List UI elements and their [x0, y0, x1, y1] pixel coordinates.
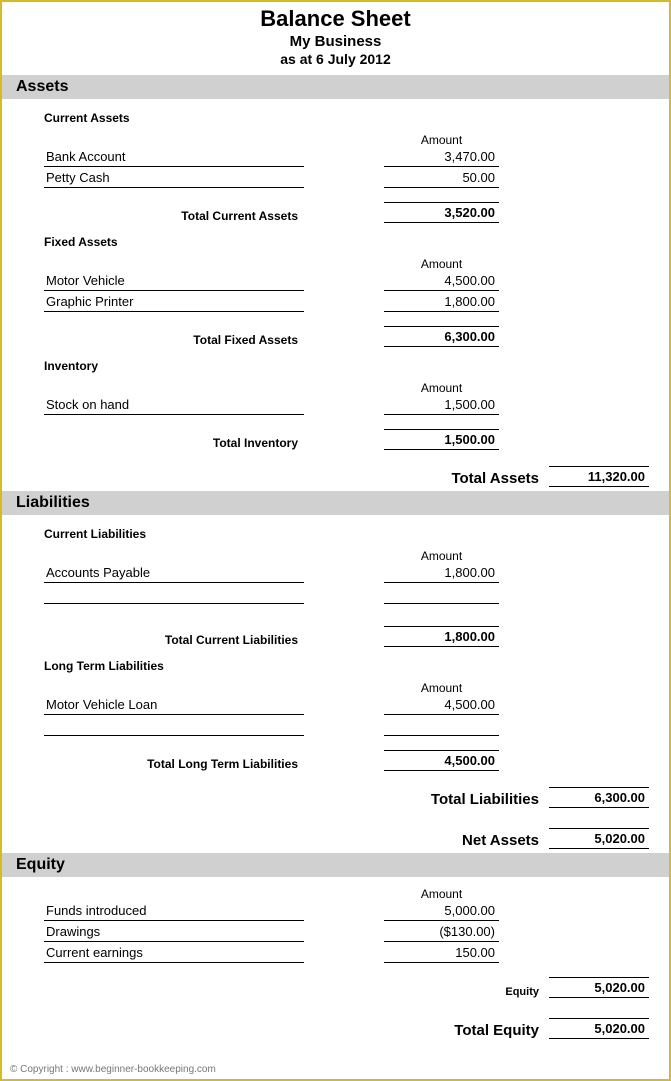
- subtotal-label: Total Inventory: [44, 436, 304, 450]
- item-amount: 5,000.00: [384, 903, 499, 921]
- line-item: Motor Vehicle 4,500.00: [16, 273, 655, 291]
- item-label: Funds introduced: [44, 903, 304, 921]
- subtotal-label: Total Current Assets: [44, 209, 304, 223]
- page-title: Balance Sheet: [2, 6, 669, 32]
- subtotal-label: Total Fixed Assets: [44, 333, 304, 347]
- equity-content: Amount Funds introduced 5,000.00 Drawing…: [2, 887, 669, 1039]
- item-amount: 50.00: [384, 170, 499, 188]
- equity-subtotal-label: Equity: [16, 986, 549, 998]
- item-amount: 1,800.00: [384, 565, 499, 583]
- subtotal-amount: 3,520.00: [384, 202, 499, 223]
- empty-label: [44, 718, 304, 736]
- subtotal-amount: 4,500.00: [384, 750, 499, 771]
- amount-header: Amount: [384, 133, 499, 149]
- item-amount: 1,800.00: [384, 294, 499, 312]
- balance-sheet-page: Balance Sheet My Business as at 6 July 2…: [0, 0, 671, 1081]
- line-item-empty: [16, 586, 655, 604]
- line-item: Funds introduced 5,000.00: [16, 903, 655, 921]
- longterm-liabilities-heading: Long Term Liabilities: [16, 659, 655, 673]
- item-amount: 3,470.00: [384, 149, 499, 167]
- item-amount: 4,500.00: [384, 273, 499, 291]
- line-item: Petty Cash 50.00: [16, 170, 655, 188]
- item-label: Motor Vehicle Loan: [44, 697, 304, 715]
- equity-subtotal-amount: 5,020.00: [549, 977, 649, 998]
- item-amount: 1,500.00: [384, 397, 499, 415]
- item-label: Drawings: [44, 924, 304, 942]
- liabilities-section-bar: Liabilities: [2, 491, 669, 515]
- fixed-assets-heading: Fixed Assets: [16, 235, 655, 249]
- amount-header: Amount: [384, 681, 499, 697]
- subtotal-label: Total Current Liabilities: [44, 633, 304, 647]
- subtotal-row: Total Current Assets 3,520.00: [16, 202, 655, 223]
- net-assets-amount: 5,020.00: [549, 828, 649, 849]
- total-assets-label: Total Assets: [16, 470, 549, 487]
- subtotal-amount: 1,800.00: [384, 626, 499, 647]
- liabilities-content: Current Liabilities Amount Accounts Paya…: [2, 527, 669, 849]
- amount-header: Amount: [384, 381, 499, 397]
- line-item: Bank Account 3,470.00: [16, 149, 655, 167]
- subtotal-row: Total Current Liabilities 1,800.00: [16, 626, 655, 647]
- net-assets-row: Net Assets 5,020.00: [16, 828, 655, 849]
- item-label: Motor Vehicle: [44, 273, 304, 291]
- item-amount: ($130.00): [384, 924, 499, 942]
- item-label: Petty Cash: [44, 170, 304, 188]
- total-liabilities-amount: 6,300.00: [549, 787, 649, 808]
- line-item: Current earnings 150.00: [16, 945, 655, 963]
- total-equity-amount: 5,020.00: [549, 1018, 649, 1039]
- inventory-heading: Inventory: [16, 359, 655, 373]
- total-equity-row: Total Equity 5,020.00: [16, 1018, 655, 1039]
- amount-header: Amount: [384, 549, 499, 565]
- header: Balance Sheet My Business as at 6 July 2…: [2, 2, 669, 75]
- item-label: Bank Account: [44, 149, 304, 167]
- assets-section-bar: Assets: [2, 75, 669, 99]
- equity-subtotal-row: Equity 5,020.00: [16, 977, 655, 998]
- line-item: Accounts Payable 1,800.00: [16, 565, 655, 583]
- business-name: My Business: [2, 33, 669, 50]
- total-assets-amount: 11,320.00: [549, 466, 649, 487]
- equity-section-bar: Equity: [2, 853, 669, 877]
- subtotal-amount: 1,500.00: [384, 429, 499, 450]
- subtotal-amount: 6,300.00: [384, 326, 499, 347]
- current-assets-heading: Current Assets: [16, 111, 655, 125]
- net-assets-label: Net Assets: [16, 832, 549, 849]
- subtotal-label: Total Long Term Liabilities: [44, 757, 304, 771]
- empty-label: [44, 586, 304, 604]
- item-amount: 150.00: [384, 945, 499, 963]
- item-label: Current earnings: [44, 945, 304, 963]
- item-label: Graphic Printer: [44, 294, 304, 312]
- line-item: Stock on hand 1,500.00: [16, 397, 655, 415]
- empty-amount: [384, 586, 499, 604]
- line-item-empty: [16, 718, 655, 736]
- line-item: Graphic Printer 1,800.00: [16, 294, 655, 312]
- as-at-date: as at 6 July 2012: [2, 51, 669, 67]
- assets-content: Current Assets Amount Bank Account 3,470…: [2, 111, 669, 487]
- item-amount: 4,500.00: [384, 697, 499, 715]
- total-equity-label: Total Equity: [16, 1022, 549, 1039]
- subtotal-row: Total Inventory 1,500.00: [16, 429, 655, 450]
- item-label: Accounts Payable: [44, 565, 304, 583]
- amount-header: Amount: [384, 257, 499, 273]
- copyright-text: © Copyright : www.beginner-bookkeeping.c…: [10, 1064, 216, 1075]
- current-liabilities-heading: Current Liabilities: [16, 527, 655, 541]
- item-label: Stock on hand: [44, 397, 304, 415]
- total-assets-row: Total Assets 11,320.00: [16, 466, 655, 487]
- total-liabilities-label: Total Liabilities: [16, 791, 549, 808]
- subtotal-row: Total Fixed Assets 6,300.00: [16, 326, 655, 347]
- total-liabilities-row: Total Liabilities 6,300.00: [16, 787, 655, 808]
- line-item: Motor Vehicle Loan 4,500.00: [16, 697, 655, 715]
- empty-amount: [384, 718, 499, 736]
- subtotal-row: Total Long Term Liabilities 4,500.00: [16, 750, 655, 771]
- line-item: Drawings ($130.00): [16, 924, 655, 942]
- amount-header: Amount: [384, 887, 499, 903]
